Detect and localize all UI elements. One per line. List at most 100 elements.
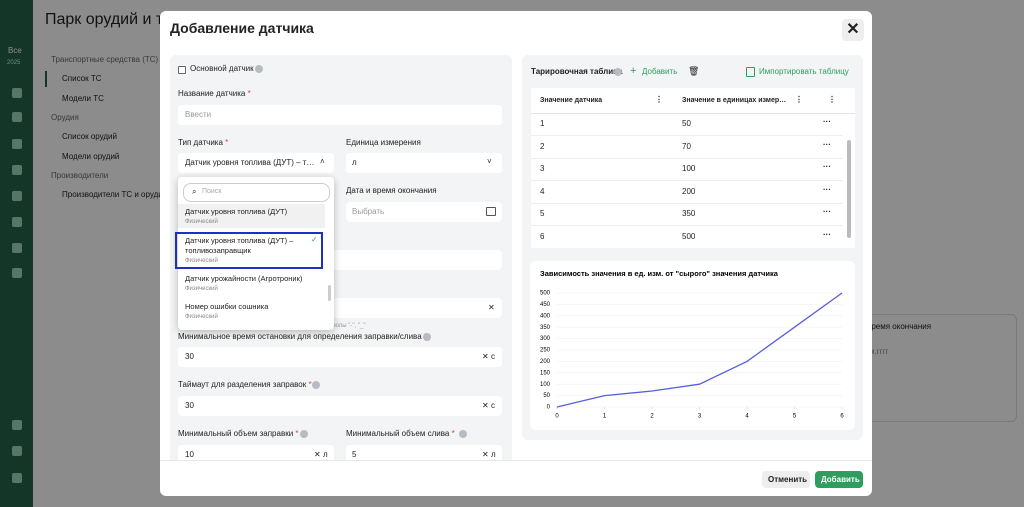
background-card (855, 314, 1017, 422)
sidebar-icon[interactable] (12, 473, 22, 483)
chart-card (530, 261, 855, 430)
min-stop-input[interactable] (178, 347, 502, 367)
nav-item[interactable]: Список ТС (62, 74, 102, 83)
cancel-button[interactable] (762, 471, 810, 488)
sidebar-icon[interactable] (12, 268, 22, 278)
input-unit: л (323, 450, 328, 459)
sidebar-icon[interactable] (12, 165, 22, 175)
nav-item[interactable]: Список орудий (62, 132, 117, 141)
cell: 350 (682, 209, 696, 219)
option-subtitle: Физический (185, 258, 218, 264)
chevron-up: ˄ (320, 157, 325, 166)
input-value: 30 (185, 401, 194, 410)
option-hover (178, 204, 325, 228)
y-tick-label: 0 (547, 405, 551, 411)
date-input[interactable] (346, 202, 502, 222)
field-label: Минимальный объем заправки * (178, 429, 299, 439)
y-tick-label: 450 (540, 302, 551, 308)
close-button[interactable]: ✕ (842, 19, 864, 41)
kebab-icon[interactable]: ⋮ (795, 95, 803, 104)
background-column: Время окончания (866, 322, 932, 331)
refuel-input[interactable] (178, 445, 334, 460)
sidebar-icon[interactable] (12, 88, 22, 98)
field-label: Дата и время окончания (346, 186, 437, 195)
option-title[interactable]: Датчик уровня топлива (ДУТ) (185, 207, 288, 216)
scrollbar (847, 140, 851, 238)
info-icon (312, 381, 320, 389)
option-subtitle: Физический (185, 314, 218, 320)
clear-icon[interactable]: ✕ (488, 303, 495, 312)
y-tick-label: 300 (540, 336, 551, 342)
modal-title: Добавление датчика (170, 20, 314, 36)
sidebar-icon[interactable] (12, 139, 22, 149)
search-box[interactable] (183, 183, 330, 202)
submit-button[interactable] (815, 471, 863, 488)
line (556, 292, 843, 408)
row-menu[interactable]: ··· (823, 117, 831, 126)
cell: 5 (540, 209, 545, 219)
submit-label: Добавить (821, 475, 860, 484)
cell: 100 (682, 164, 696, 174)
label-text: Название датчика (178, 89, 246, 98)
y-tick-label: 400 (540, 313, 551, 319)
row-menu[interactable]: ··· (823, 184, 831, 194)
row-menu[interactable]: ··· (823, 230, 831, 239)
x-tick-label: 0 (555, 414, 559, 420)
clear-icon[interactable]: ✕ (482, 450, 489, 459)
label-text: Минимальное время остановки для определе… (178, 332, 422, 341)
sidebar-icon[interactable] (12, 217, 22, 227)
x-tick-label: 4 (745, 414, 749, 420)
label-text: Минимальный объем слива (346, 429, 450, 438)
select-value: л (352, 158, 357, 167)
row-menu[interactable]: ··· (823, 139, 831, 149)
select-value: Датчик уровня топлива (ДУТ) – топливозап… (185, 158, 315, 167)
option-title[interactable]: Датчик урожайности (Агротроник) (185, 274, 303, 283)
nav-item[interactable]: Модели орудий (62, 151, 120, 161)
type-select[interactable] (178, 153, 334, 173)
nav-item[interactable]: Производители ТС и орудий (62, 190, 168, 199)
add-button[interactable]: Добавить (642, 67, 678, 76)
y-tick-label: 250 (540, 348, 551, 354)
sidebar-icon[interactable] (12, 446, 22, 456)
row-menu[interactable]: ··· (823, 162, 831, 172)
import-button[interactable]: Импортировать таблицу (759, 67, 849, 76)
chart: Зависимость значения в ед. изм. от "сыро… (540, 269, 844, 420)
cell: 500 (682, 232, 696, 241)
trash-icon[interactable]: 🗑 (688, 66, 700, 76)
input-unit: с (491, 352, 495, 361)
cell: 200 (682, 186, 696, 196)
timeout-input[interactable] (178, 396, 502, 416)
import-icon (746, 67, 755, 77)
y-tick-label: 200 (540, 359, 551, 365)
drain-input[interactable] (346, 445, 502, 460)
input-value: 10 (185, 450, 194, 459)
clear-icon[interactable]: ✕ (482, 401, 489, 410)
calibration-table (531, 88, 855, 248)
x-tick-label: 6 (840, 414, 844, 420)
y-tick-label: 150 (540, 370, 551, 376)
clear-icon[interactable]: ✕ (482, 352, 489, 361)
option-title[interactable]: Номер ошибки сошника (185, 302, 269, 311)
sidebar-icon[interactable] (12, 191, 22, 201)
clear-icon[interactable]: ✕ (314, 450, 321, 459)
kebab-icon[interactable]: ⋮ (828, 95, 836, 104)
nav-item[interactable]: Модели ТС (62, 93, 104, 103)
kebab-icon[interactable]: ⋮ (655, 95, 663, 104)
field-label: Минимальное время остановки для определе… (178, 332, 427, 342)
x-tick-label: 5 (793, 414, 797, 420)
unit-select[interactable] (346, 153, 502, 173)
input-value: 5 (352, 450, 357, 459)
sidebar-icon[interactable] (12, 112, 22, 122)
name-input[interactable] (178, 105, 502, 125)
option-subtitle: Физический (185, 219, 218, 225)
row-menu[interactable]: ··· (823, 207, 831, 217)
row-divider (531, 135, 843, 136)
x-tick-label: 3 (698, 414, 702, 420)
sidebar-icon[interactable] (12, 420, 22, 430)
cell: 1 (540, 119, 545, 128)
nav-active (45, 71, 47, 87)
sidebar-icon[interactable] (12, 243, 22, 253)
required-mark: * (451, 429, 455, 438)
option-title[interactable]: Датчик уровня топлива (ДУТ) – топливозап… (185, 236, 294, 255)
checkbox[interactable] (178, 66, 186, 74)
